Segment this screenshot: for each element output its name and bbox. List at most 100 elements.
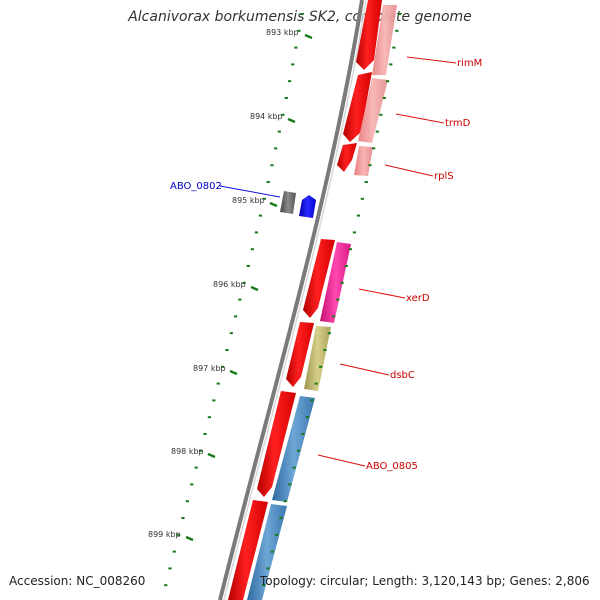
- tick-label: 894 kbp: [250, 112, 283, 121]
- tick-dot: [389, 63, 393, 66]
- gene-rplS-body[interactable]: [354, 146, 373, 176]
- tick-dot: [277, 130, 281, 133]
- gene-label-trmD[interactable]: trmD: [445, 118, 471, 129]
- tick-dot: [281, 113, 285, 116]
- major-ticks: [185, 33, 313, 542]
- gene-red-3[interactable]: [337, 143, 357, 172]
- gene-ABO_0805-body[interactable]: [272, 396, 315, 502]
- gene-red-4[interactable]: [303, 239, 335, 318]
- gene-red-2[interactable]: [343, 72, 372, 142]
- gene-label-rimM[interactable]: rimM: [457, 58, 482, 69]
- gene-ABO_0802-body[interactable]: [299, 195, 316, 218]
- tick-dot: [207, 416, 212, 419]
- gene-trmD-body[interactable]: [358, 78, 388, 143]
- tick-dot: [172, 550, 176, 553]
- tick-dot: [194, 466, 198, 469]
- gene-red-7[interactable]: [228, 500, 268, 600]
- gene-red-6[interactable]: [257, 391, 296, 497]
- abo0802-features: [280, 191, 316, 218]
- gene-label-ABO_0802[interactable]: ABO_0802: [170, 181, 222, 192]
- tick-dot: [216, 382, 220, 385]
- tick-dot: [398, 13, 402, 15]
- backbone-outer: [218, 0, 364, 600]
- tick-dot: [266, 567, 270, 570]
- inner-tick-track: [262, 13, 402, 587]
- tick-dot: [344, 265, 348, 267]
- backbone-inner: [223, 0, 367, 600]
- tick-dot: [274, 147, 278, 150]
- tick-label: 899 kbp: [148, 530, 181, 539]
- tick-dot: [177, 533, 181, 536]
- tick-dot: [336, 298, 340, 301]
- tick-label: 893 kbp: [266, 28, 299, 37]
- tick-dot: [392, 46, 396, 49]
- tick-dot: [270, 164, 274, 167]
- tick-dot: [287, 80, 292, 83]
- tick-dot: [262, 197, 266, 200]
- tick-dot: [368, 164, 372, 167]
- tick-dot: [340, 281, 344, 284]
- gene-label-rplS[interactable]: rplS: [434, 171, 454, 182]
- tick-dot: [319, 365, 323, 368]
- tick-dot: [250, 248, 254, 251]
- tick-dot: [190, 483, 194, 486]
- gene-blue-lower[interactable]: [247, 504, 287, 600]
- tick-dot: [203, 433, 207, 435]
- tick-dot: [279, 517, 283, 519]
- tick-dot: [300, 13, 304, 15]
- tick-dot: [292, 466, 296, 469]
- gene-label-dsbC[interactable]: dsbC: [390, 370, 415, 381]
- tick-dot: [266, 181, 270, 183]
- gene-dsbC-body[interactable]: [304, 326, 331, 391]
- tick-dot: [327, 332, 331, 335]
- tick-dot: [233, 315, 238, 318]
- tick-dot: [168, 567, 172, 570]
- tick-dot: [297, 29, 301, 32]
- tick-dot: [181, 517, 185, 519]
- tick-dot: [238, 298, 242, 301]
- tick-dot: [348, 248, 352, 251]
- tick-label: 895 kbp: [232, 196, 265, 205]
- gene-leader-lines: [317, 56, 457, 467]
- tick-dot: [395, 29, 399, 32]
- tick-labels: 893 kbp 894 kbp 895 kbp 896 kbp 897 kbp …: [148, 28, 299, 539]
- tick-dot: [225, 349, 229, 351]
- tick-dot: [284, 97, 288, 99]
- tick-dot: [382, 97, 386, 99]
- gene-xerD-body[interactable]: [320, 242, 351, 323]
- gene-labels: rimM trmD rplS ABO_0802 xerD dsbC ABO_08…: [170, 58, 482, 472]
- tick-dot: [262, 584, 266, 587]
- tick-dot: [198, 449, 203, 452]
- tick-dot: [246, 265, 250, 267]
- tick-dot: [310, 399, 314, 402]
- gene-label-ABO_0805[interactable]: ABO_0805: [366, 461, 418, 472]
- tick-dot: [323, 349, 327, 351]
- tick-dot: [258, 214, 263, 217]
- tick-dot: [314, 382, 318, 385]
- accession-label: Accession: NC_008260: [9, 574, 146, 588]
- gene-label-xerD[interactable]: xerD: [406, 293, 430, 304]
- tick-dot: [242, 281, 246, 284]
- tick-dot: [229, 332, 233, 335]
- tick-dot: [360, 197, 364, 200]
- tick-dot: [254, 231, 259, 234]
- tick-dot: [294, 46, 298, 49]
- genome-summary: Topology: circular; Length: 3,120,143 bp…: [260, 574, 590, 588]
- tick-dot: [296, 449, 301, 452]
- tick-dot: [352, 231, 357, 234]
- tick-label: 897 kbp: [193, 364, 226, 373]
- tick-dot: [372, 147, 376, 150]
- gene-rimM-body[interactable]: [372, 5, 397, 75]
- tick-dot: [291, 63, 295, 66]
- gene-gray-feature[interactable]: [280, 191, 296, 214]
- gene-red-1[interactable]: [356, 0, 382, 70]
- tick-dot: [288, 483, 292, 486]
- tick-dot: [356, 214, 361, 217]
- tick-dot: [164, 584, 168, 587]
- tick-dot: [221, 365, 225, 368]
- gene-red-5[interactable]: [286, 322, 314, 387]
- tick-label: 896 kbp: [213, 280, 246, 289]
- tick-dot: [379, 113, 383, 116]
- forward-strand-genes: [228, 0, 382, 600]
